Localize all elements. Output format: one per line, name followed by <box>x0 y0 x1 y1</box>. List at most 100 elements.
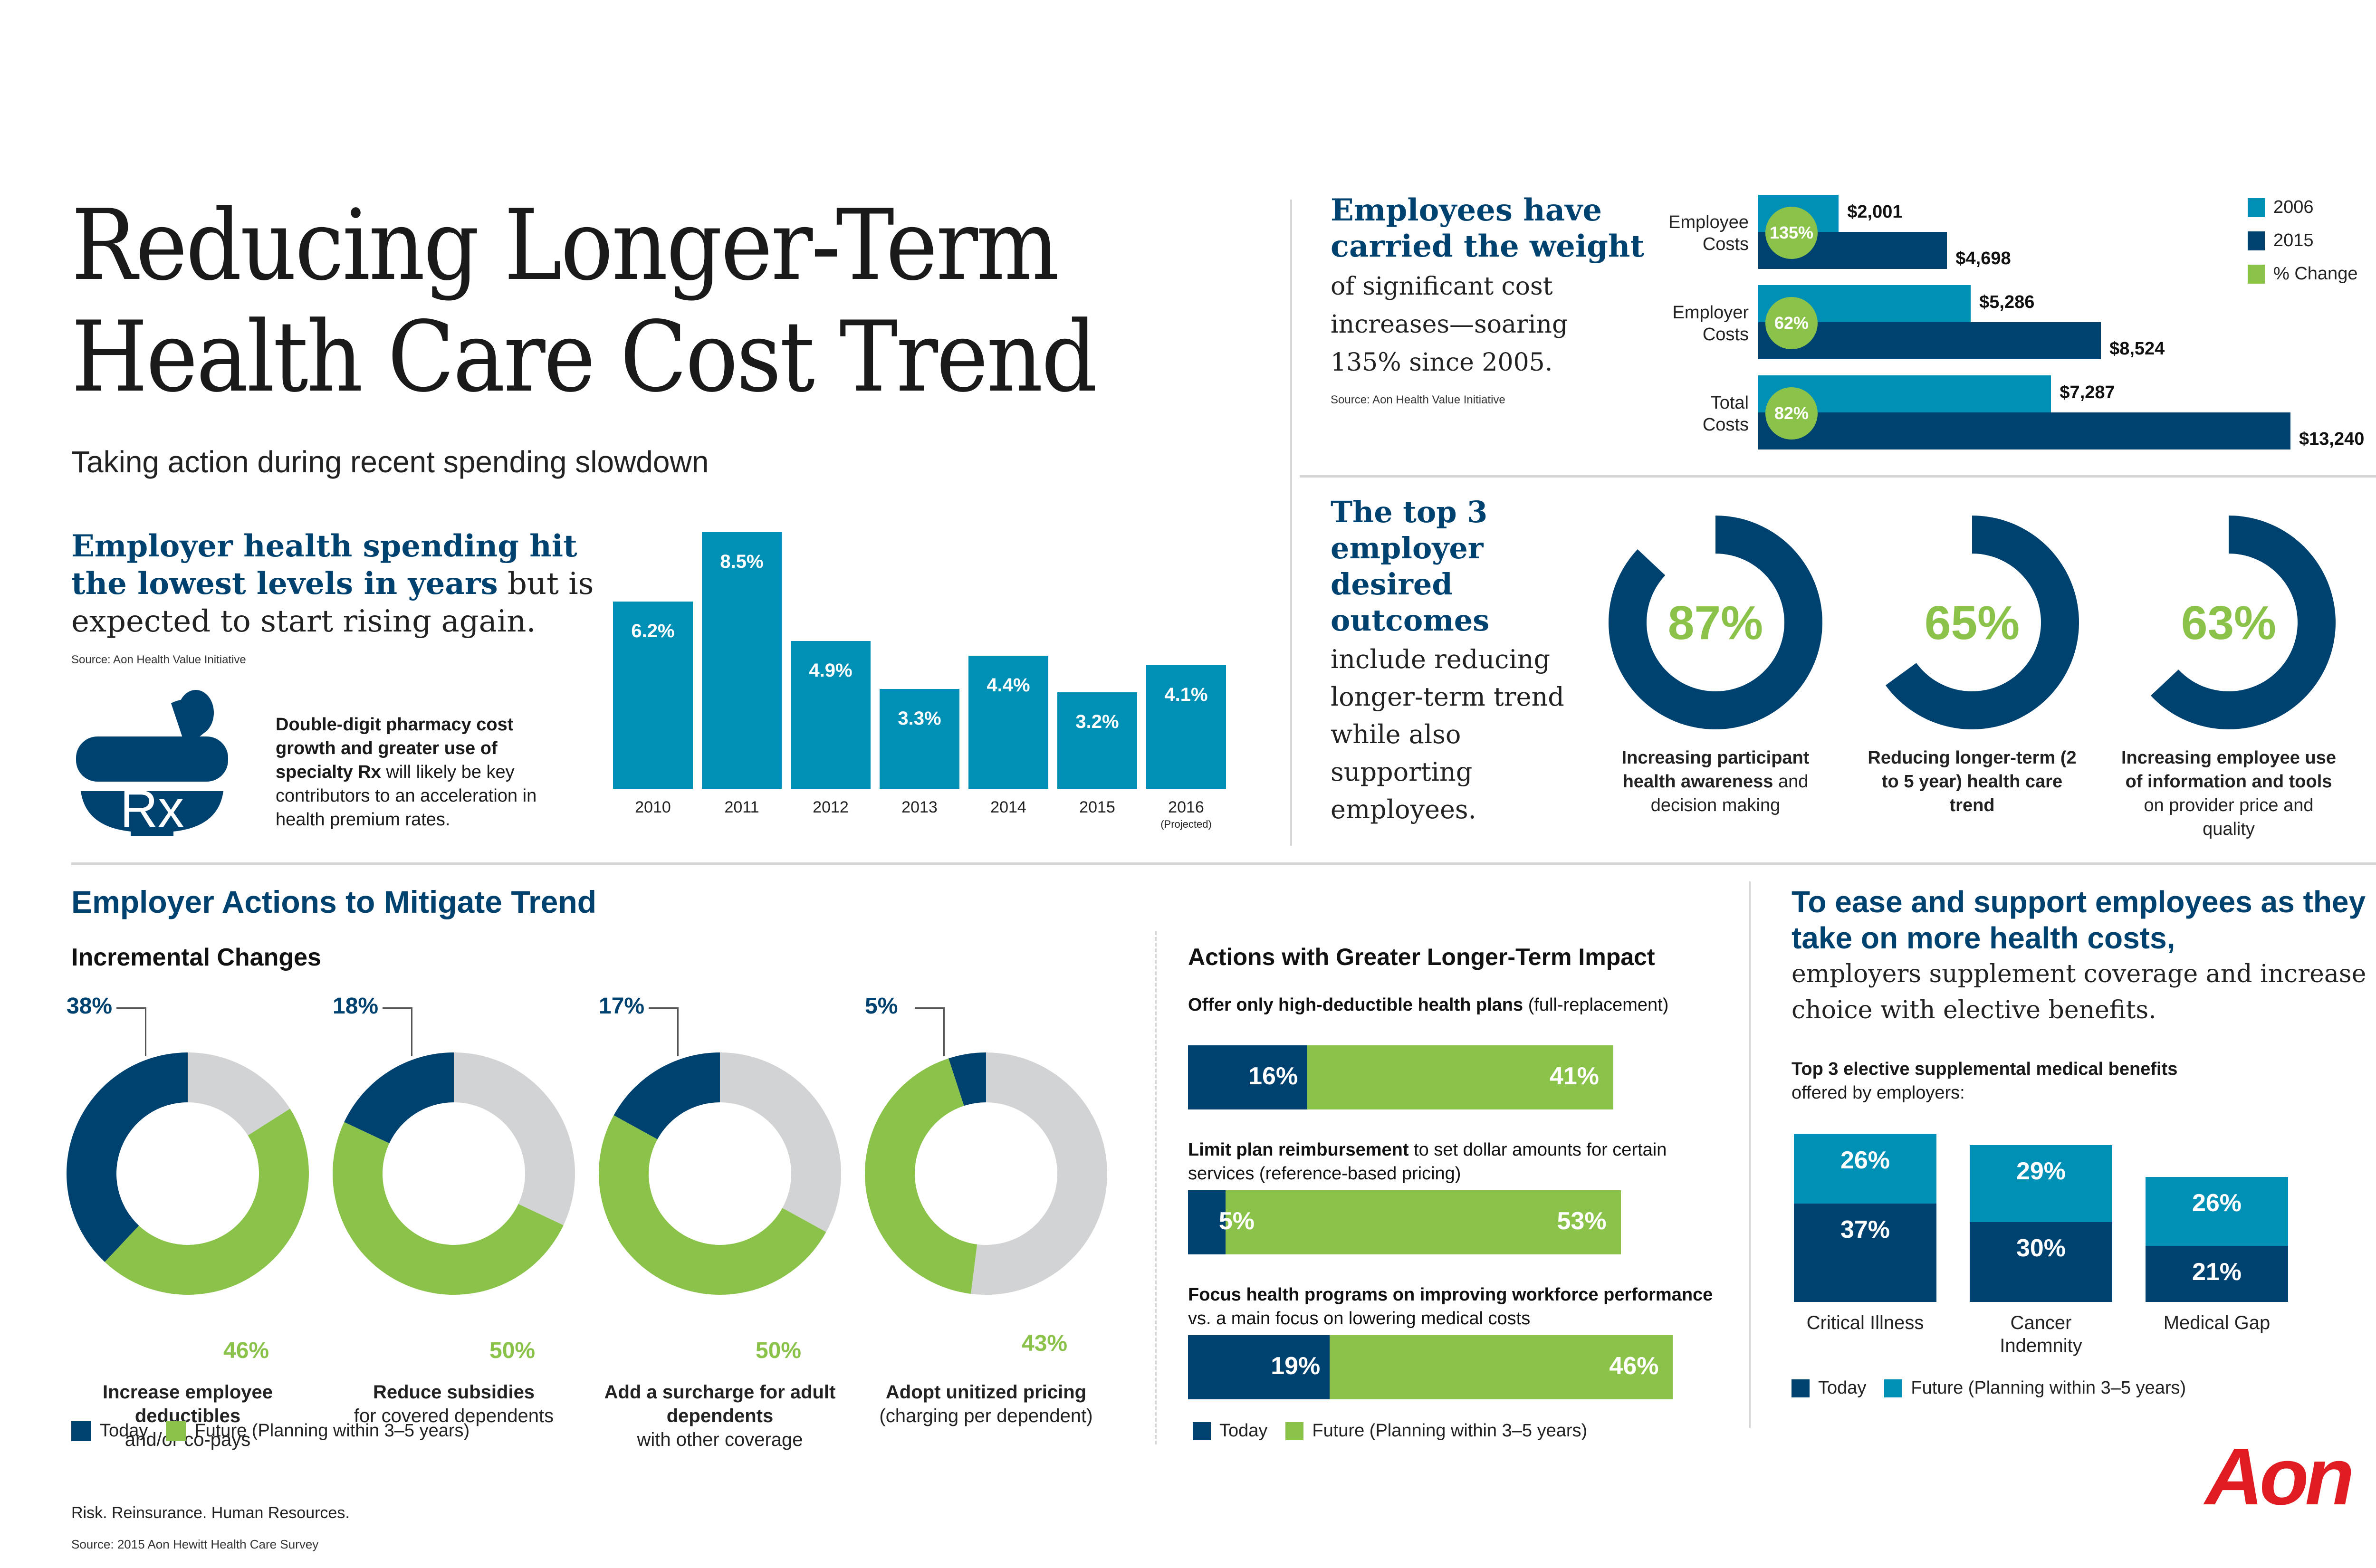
outcome-ring-value: 87% <box>1668 596 1763 650</box>
donut-today-label: 38% <box>67 994 113 1019</box>
cost-value-2015: $13,240 <box>2299 429 2365 449</box>
spending-bar <box>968 656 1048 789</box>
aon-logo[interactable]: Aon <box>2205 1432 2354 1522</box>
cost-legend-label: 2015 <box>2273 230 2314 250</box>
divider-vertical-bottom <box>1749 881 1751 1428</box>
outcome-caption-bold: Increasing employee use of information a… <box>2121 748 2336 792</box>
supplemental-chart-title: Top 3 elective supplemental medical bene… <box>1792 1059 2178 1103</box>
divider-horizontal-right <box>1300 475 2376 478</box>
cost-comparison-chart: Employee Costs $2,001 $4,698 135% Employer Cos… <box>1592 190 2376 466</box>
spending-bar-label: 6.2% <box>631 621 675 642</box>
outcome-caption: Increasing participant health awareness … <box>1606 746 1825 817</box>
outcome-ring-value: 65% <box>1925 596 2020 650</box>
donut-caption: Increase employee deductibles and/or co-p… <box>64 1380 311 1452</box>
longer-term-bar-today <box>1188 1190 1226 1254</box>
donut-segment-today <box>613 1052 720 1139</box>
pct-change-badge: 135% <box>1765 207 1818 259</box>
supp-label-today: 30% <box>2016 1234 2066 1262</box>
donut-segment-remainder <box>971 1052 1107 1295</box>
legend-today-label: Today <box>1219 1421 1268 1441</box>
outcome-caption-rest: on provider price and quality <box>2144 795 2314 839</box>
cost-legend-item: % Change <box>2248 264 2357 284</box>
donut-caption-bold: Reduce subsidies <box>373 1382 535 1403</box>
spending-bar <box>1146 665 1226 789</box>
supp-category-label: Cancer Indemnity <box>2000 1312 2082 1356</box>
spending-bar <box>791 641 871 789</box>
donut-future-label: 43% <box>1022 1331 1068 1356</box>
spending-heading: Employer health spending hit the lowest … <box>71 528 594 639</box>
donut-segment-today <box>948 1052 986 1106</box>
longer-term-today-label: 5% <box>1218 1207 1255 1235</box>
spending-year-tick: 2014 <box>990 798 1026 816</box>
longer-term-title-rest: to set dollar amounts for certain servic… <box>1188 1140 1667 1184</box>
outcome-ring-value: 63% <box>2181 596 2276 650</box>
supp-label-future: 29% <box>2016 1157 2066 1185</box>
cost-value-2006: $5,286 <box>1979 292 2035 312</box>
donut-future-label: 50% <box>489 1338 536 1363</box>
supp-bar-future <box>1970 1145 2112 1222</box>
spending-year-tick: 2013 <box>901 798 938 816</box>
outcomes-heading: The top 3 employer desired outcomes incl… <box>1331 495 1564 824</box>
longer-term-title-bold: Limit plan reimbursement <box>1188 1140 1409 1160</box>
legend-today-label: Today <box>100 1421 148 1441</box>
desired-outcomes-rings: 87% Increasing participant health awarene… <box>1582 494 2376 855</box>
cost-category-label: Employer Costs <box>1672 303 1749 344</box>
cost-value-2015: $8,524 <box>2109 339 2165 359</box>
divider-vertical-top <box>1290 200 1292 846</box>
cost-value-2015: $4,698 <box>1955 249 2011 268</box>
donut-caption: Add a surcharge for adult dependents with… <box>596 1380 843 1452</box>
donut-future-label: 46% <box>223 1338 269 1363</box>
legend-swatch-future <box>1285 1422 1304 1440</box>
outcome-caption-rest: and decision making <box>1650 772 1809 815</box>
spending-bar-label: 4.4% <box>987 675 1030 696</box>
legend-swatch-today <box>1792 1379 1810 1397</box>
donut-caption-bold: Adopt unitized pricing <box>885 1382 1087 1403</box>
outcome-caption: Increasing employee use of information a… <box>2119 746 2338 841</box>
donut-segment-remainder <box>720 1052 841 1232</box>
actions-section-title: Employer Actions to Mitigate Trend <box>71 884 597 919</box>
spending-year-tick: 2011 <box>724 798 759 816</box>
longer-term-bar-future <box>1307 1045 1613 1109</box>
donut-segment-future <box>599 1115 826 1295</box>
longer-term-title-bold: Focus health programs on improving workf… <box>1188 1285 1713 1305</box>
page-subtitle: Taking action during recent spending slo… <box>71 445 709 479</box>
longer-term-bar-future <box>1330 1335 1673 1399</box>
donut-segment-remainder <box>188 1052 290 1136</box>
cost-category-label: Employee Costs <box>1668 212 1749 254</box>
longer-term-bar-future <box>1225 1190 1621 1254</box>
incremental-changes-title: Incremental Changes <box>71 944 321 971</box>
cost-legend-label: 2006 <box>2273 197 2314 217</box>
spending-year-tick: 2015 <box>1079 798 1115 816</box>
footer-source: Source: 2015 Aon Hewitt Health Care Surv… <box>71 1537 319 1551</box>
footer-tagline: Risk. Reinsurance. Human Resources. <box>71 1504 350 1522</box>
outcome-caption: Reducing longer-term (2 to 5 year) healt… <box>1863 746 2081 817</box>
outcome-ring-arc <box>1885 516 2079 729</box>
supplemental-legend: Today Future (Planning within 3–5 years) <box>1792 1378 2186 1398</box>
rx-glyph: Rx <box>120 780 184 836</box>
supplemental-heading: To ease and support employees as they ta… <box>1792 885 2366 1024</box>
outcome-caption-bold: Reducing longer-term (2 to 5 year) healt… <box>1868 748 2077 815</box>
longer-term-title-rest: vs. a main focus on lowering medical cos… <box>1188 1309 1531 1329</box>
spending-bar-label: 8.5% <box>720 551 764 572</box>
longer-term-future-label: 41% <box>1549 1062 1599 1090</box>
cost-legend-swatch <box>2248 198 2265 217</box>
longer-term-title: Actions with Greater Longer-Term Impact <box>1188 944 1655 970</box>
employee-costs-heading: Employees have carried the weight of sig… <box>1331 192 1644 377</box>
cost-legend-item: 2015 <box>2248 230 2314 251</box>
longer-term-title-rest: (full-replacement) <box>1523 995 1669 1015</box>
spending-source: Source: Aon Health Value Initiative <box>71 653 246 666</box>
spending-bar-label: 4.9% <box>809 660 853 681</box>
spending-bar <box>1057 692 1137 789</box>
donut-segment-remainder <box>454 1052 575 1225</box>
mortar-pestle-rx-icon: Rx <box>76 690 228 836</box>
outcome-ring: 63% <box>2150 516 2336 729</box>
donut-today-label: 5% <box>865 994 898 1019</box>
longer-term-item-title: Limit plan reimbursement to set dollar a… <box>1188 1138 1725 1186</box>
supplemental-benefits-chart: 37% 26% Critical Illness 30% 29% Cancer Indemn… <box>1792 1131 2362 1368</box>
donut-today-leader <box>116 1007 146 1056</box>
cost-category-label: Total Costs <box>1702 393 1749 435</box>
donut-caption-rest: with other coverage <box>637 1429 803 1450</box>
supp-bar-future <box>1794 1134 1936 1204</box>
supp-bar-today <box>1970 1222 2112 1302</box>
supp-label-today: 37% <box>1840 1215 1890 1243</box>
